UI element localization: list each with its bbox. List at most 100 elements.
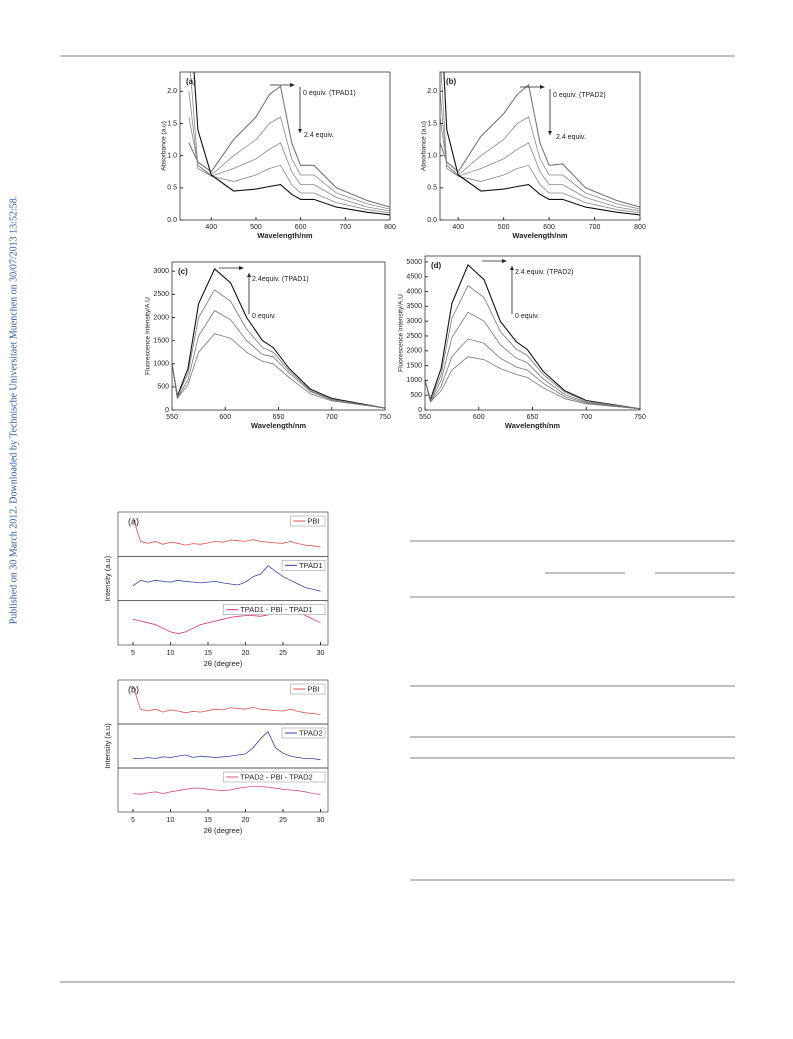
plot-frame [179,71,391,221]
x-tick-label: 750 [634,414,646,421]
annotation: 2.4 equiv. (TPAD2) [515,269,574,276]
x-tick-label: 550 [419,414,431,421]
arrow-head [548,131,552,135]
x-axis-title: Wavelength/nm [505,421,560,430]
legend-box [281,560,326,571]
y-tick-label: 0.0 [167,217,177,224]
arrow-head [502,259,507,263]
arrow-head [540,85,545,89]
curve [440,91,640,212]
x-tick-label: 500 [498,224,510,231]
legend-box [222,771,326,783]
x-tick-label: 20 [242,817,250,824]
y-axis-title: Intensity (a.u) [103,723,112,769]
y-tick-label: 3500 [406,303,422,310]
y-tick-label: 4000 [406,288,422,295]
x-tick-label: 15 [204,817,212,824]
curve [440,72,640,214]
panel-label: (a) [186,77,196,86]
curve [188,85,390,208]
x-tick-label: 5 [131,817,135,824]
y-tick-label: 2500 [153,291,169,298]
arrow-head [298,129,302,133]
y-tick-label: 5000 [406,259,422,266]
y-tick-label: 0.5 [167,185,177,192]
annotation: 2.4 equiv. [556,134,586,141]
legend-label: TPAD1 - PBI - TPAD1 [240,605,313,614]
panel-label: (c) [178,267,188,276]
curve [190,72,390,214]
legend-label: TPAD2 - PBI - TPAD2 [240,772,313,781]
y-tick-label: 3000 [406,318,422,325]
panel-frame [117,767,329,813]
panel-label: (a) [128,516,139,526]
x-tick-label: 400 [205,224,217,231]
y-axis-title: Fluorescence Intensity/A.U [398,294,405,372]
x-tick-label: 750 [379,414,391,421]
curve [172,333,385,409]
arrow-head [247,273,251,277]
curve [440,116,640,210]
curve [425,263,640,410]
x-tick-label: 10 [167,650,175,657]
y-axis-title: Intensity (a.u) [103,555,112,601]
x-axis-title: Wavelength/nm [512,231,567,240]
annotation: 0 equiv. [515,313,539,320]
y-axis-title: Absorbance (a.u) [161,121,168,171]
curve [172,289,385,409]
x-tick-label: 550 [166,414,178,421]
annotation: 0 equiv. [252,313,276,320]
y-tick-label: 1000 [406,377,422,384]
arrow-head [510,266,514,270]
panel-label: (b) [128,684,139,694]
curve [133,730,321,761]
x-tick-label: 400 [452,224,464,231]
y-tick-label: 0.5 [427,185,437,192]
legend-label: TPAD2 [299,728,323,737]
y-tick-label: 2500 [406,333,422,340]
curve [132,517,321,548]
y-tick-label: 1.5 [167,120,177,127]
y-tick-label: 0 [165,407,169,414]
x-axis-title: Wavelength/nm [257,231,312,240]
x-tick-label: 30 [317,817,325,824]
x-tick-label: 700 [580,414,592,421]
y-tick-label: 1500 [406,362,422,369]
x-tick-label: 650 [527,414,539,421]
y-tick-label: 500 [410,392,422,399]
y-tick-label: 1000 [153,361,169,368]
curve [132,786,321,795]
legend-label: PBI [307,516,319,525]
curve [425,311,640,410]
annotation: 0 equiv. (TPAD1) [303,90,356,97]
x-tick-label: 15 [204,650,212,657]
x-tick-label: 700 [339,224,351,231]
plot-frame [424,255,641,411]
x-tick-label: 700 [326,414,338,421]
x-tick-label: 25 [279,650,287,657]
legend-box [222,604,326,615]
curve [132,565,321,592]
x-axis-title: Wavelength/nm [251,421,306,430]
x-tick-label: 600 [295,224,307,231]
y-tick-label: 2000 [153,314,169,321]
annotation: 2.4equiv. (TPAD1) [252,276,309,283]
y-tick-label: 1500 [153,337,169,344]
x-tick-label: 800 [384,224,396,231]
x-axis-title: 2θ (degree) [204,659,243,668]
y-tick-label: 0.0 [427,217,437,224]
y-tick-label: 2.0 [167,88,177,95]
y-tick-label: 2000 [406,348,422,355]
annotation: 0 equiv. (TPAD2) [553,92,606,99]
curve [172,268,385,409]
y-tick-label: 1.0 [167,152,177,159]
y-tick-label: 0 [418,407,422,414]
y-tick-label: 4500 [406,274,422,281]
legend-label: TPAD1 [299,561,323,570]
panel-frame [117,600,329,646]
curve [425,356,640,410]
x-tick-label: 700 [589,224,601,231]
x-tick-label: 30 [317,650,325,657]
